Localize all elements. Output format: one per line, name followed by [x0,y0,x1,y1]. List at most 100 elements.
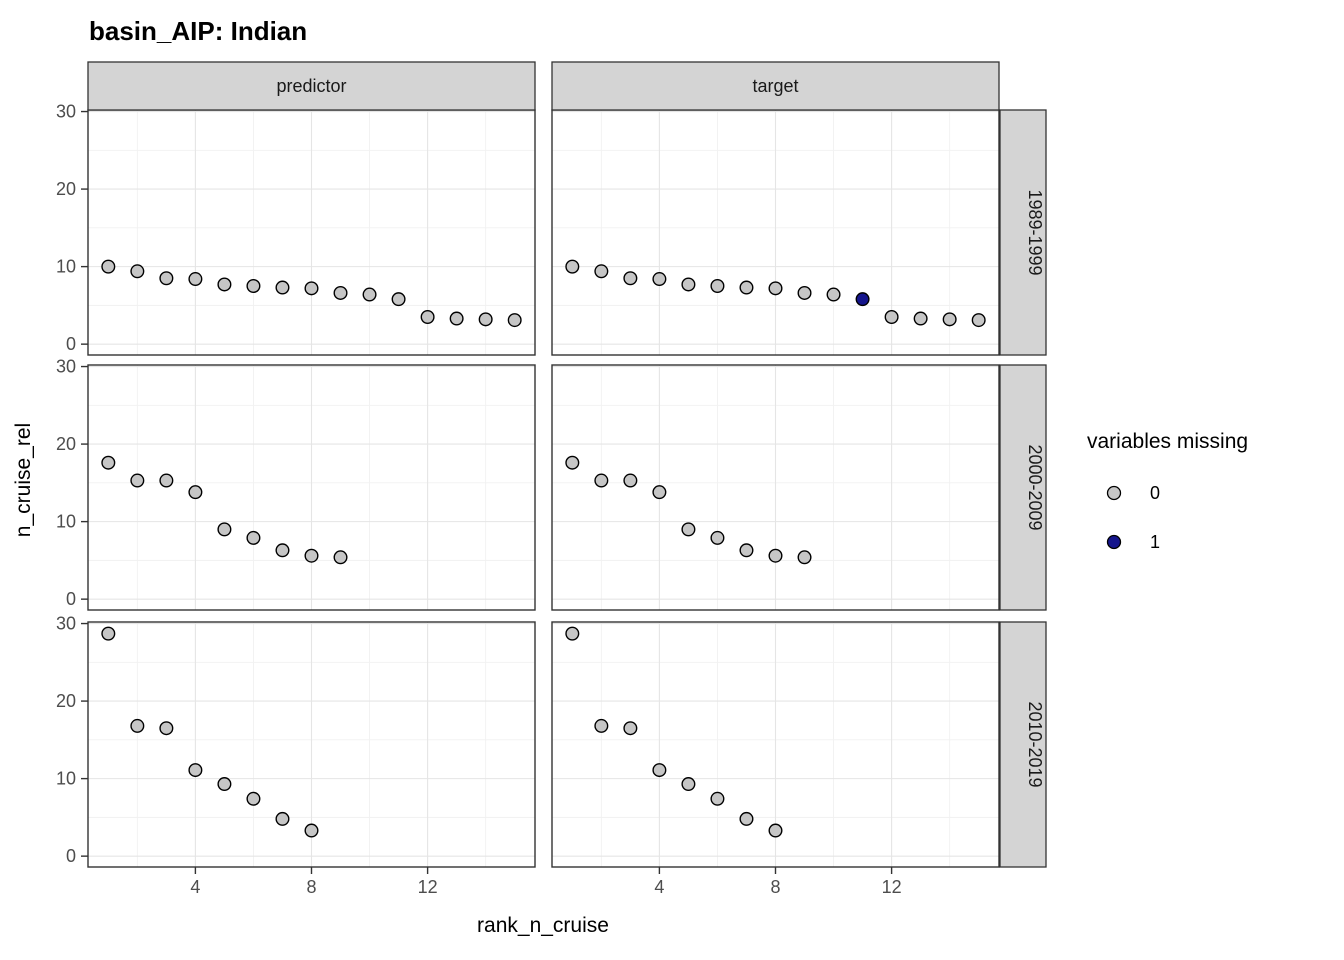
data-point [304,823,319,838]
y-axis-tick-label: 30 [56,614,76,634]
strip-predictor-label: predictor [276,76,346,96]
data-point [652,272,667,287]
data-point [449,311,464,326]
data-point [130,718,145,733]
strip-1989-1999 [999,109,1047,356]
data-point [101,455,116,470]
data-point [217,277,232,292]
x-axis-tick-label: 12 [418,877,438,897]
data-point [246,530,261,545]
data-point [275,280,290,295]
panel-border [87,364,536,611]
y-axis-tick-label: 30 [56,357,76,377]
legend-label-1: 1 [1150,532,1160,552]
data-point [304,281,319,296]
data-point [681,777,696,792]
data-point [681,277,696,292]
strip-2010-2019-label: 2010-2019 [1025,701,1045,787]
y-axis-tick-label: 20 [56,179,76,199]
panel-target-1989-1999 [551,109,1000,356]
data-point [362,287,377,302]
data-point [478,312,493,327]
y-axis-tick-label: 0 [66,334,76,354]
data-point [623,473,638,488]
x-axis-tick-label: 4 [190,877,200,897]
strip-target [551,61,1000,111]
y-axis-tick-label: 10 [56,769,76,789]
x-axis-tick-label: 12 [882,877,902,897]
data-point [942,312,957,327]
plot-title: basin_AIP: Indian [89,16,307,46]
data-point [159,721,174,736]
y-axis-title: n_cruise_rel [12,423,35,537]
data-point [710,278,725,293]
legend-key-0-icon [1106,485,1122,501]
panel-target-2010-2019 [551,621,1000,868]
data-point [507,313,522,328]
y-axis-tick-label: 20 [56,691,76,711]
panel-border [551,364,1000,611]
data-point [913,311,928,326]
panel-predictor-2010-2019 [87,621,536,868]
legend-key-1-icon [1106,534,1122,550]
y-axis-tick-label: 0 [66,589,76,609]
data-point [739,280,754,295]
data-point [188,272,203,287]
data-point [159,271,174,286]
facet-row-strips: 1989-1999 2000-2009 2010-2019 [999,109,1047,868]
data-point [768,823,783,838]
data-point [594,718,609,733]
strip-1989-1999-label: 1989-1999 [1025,189,1045,275]
data-point [565,455,580,470]
legend-label-0: 0 [1150,483,1160,503]
panel-predictor-1989-1999 [87,109,536,356]
data-point [391,292,406,307]
data-point [420,310,435,325]
data-point [217,777,232,792]
data-point [333,285,348,300]
data-point [101,259,116,274]
data-point [333,550,348,565]
data-point [188,485,203,500]
data-point [130,264,145,279]
x-axis-tick-label: 8 [306,877,316,897]
data-point [594,473,609,488]
data-point [884,310,899,325]
strip-2000-2009 [999,364,1047,611]
y-axis-tick-label: 0 [66,846,76,866]
data-point [594,264,609,279]
data-point [652,485,667,500]
panels-layer [87,109,1000,868]
strip-target-label: target [752,76,798,96]
data-point [101,626,116,641]
y-axis-tick-label: 10 [56,512,76,532]
data-point [855,292,870,307]
data-point [797,285,812,300]
data-point [565,259,580,274]
strip-predictor [87,61,536,111]
data-point [681,522,696,537]
x-axis-title: rank_n_cruise [477,914,609,937]
x-axis-tick-label: 8 [770,877,780,897]
data-point [275,811,290,826]
data-point [652,763,667,778]
data-point [217,522,232,537]
data-point [246,278,261,293]
panel-target-2000-2009 [551,364,1000,611]
y-axis-tick-label: 20 [56,434,76,454]
data-point [130,473,145,488]
data-point [710,791,725,806]
data-point [565,626,580,641]
y-axis-tick-label: 10 [56,257,76,277]
data-point [710,530,725,545]
x-axis-tick-label: 4 [654,877,664,897]
strip-2010-2019 [999,621,1047,868]
y-axis-tick-label: 30 [56,102,76,122]
data-point [304,548,319,563]
legend-title: variables missing [1087,430,1248,453]
data-point [768,281,783,296]
data-point [739,811,754,826]
data-point [188,763,203,778]
